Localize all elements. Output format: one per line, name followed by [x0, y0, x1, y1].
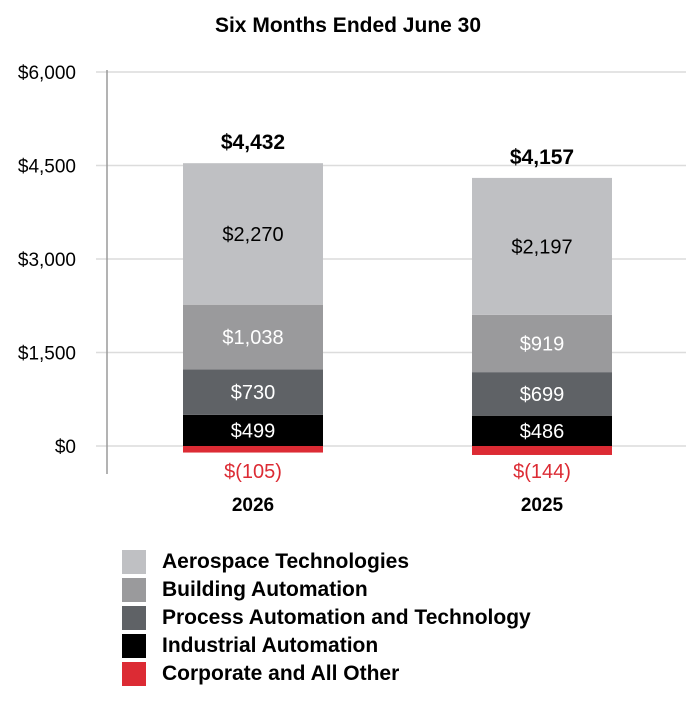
bar-segment — [183, 304, 323, 370]
y-tick-label: $0 — [55, 437, 76, 458]
bar-total-label: $4,432 — [221, 131, 285, 154]
y-tick-label: $1,500 — [18, 344, 76, 365]
y-tick-label: $4,500 — [18, 157, 76, 178]
segment-value-label: $1,038 — [222, 327, 283, 349]
legend-item-corporate: Corporate and All Other — [122, 660, 531, 688]
segment-value-label: $(144) — [513, 461, 571, 483]
bar-segment — [183, 369, 323, 415]
segment-value-label: $919 — [520, 333, 565, 355]
segment-value-label: $730 — [231, 382, 276, 404]
legend-swatch — [122, 606, 146, 630]
legend-label: Process Automation and Technology — [162, 606, 531, 629]
legend: Aerospace Technologies Building Automati… — [122, 548, 531, 688]
bar-segment — [472, 177, 612, 315]
legend-swatch — [122, 634, 146, 658]
legend-swatch — [122, 578, 146, 602]
segment-value-label: $2,270 — [222, 224, 283, 246]
segment-value-label: $699 — [520, 384, 565, 406]
legend-item-process: Process Automation and Technology — [122, 604, 531, 632]
legend-label: Aerospace Technologies — [162, 550, 410, 573]
x-category-label: 2025 — [521, 495, 564, 516]
bars — [183, 163, 612, 455]
legend-swatch — [122, 662, 146, 686]
data-labels: $(105) $499 $730 $1,038 $2,270 $4,432 2026 $(14… — [221, 131, 574, 516]
y-tick-label: $6,000 — [18, 63, 76, 84]
segment-value-label: $(105) — [224, 461, 282, 483]
legend-item-industrial: Industrial Automation — [122, 632, 531, 660]
bar-segment — [472, 446, 612, 455]
segment-value-label: $499 — [231, 420, 276, 442]
bar-segment — [472, 415, 612, 446]
bar-segment — [472, 314, 612, 373]
stacked-bar-chart: Six Months Ended June 30 $0 $1,500 $3,000 $… — [18, 14, 686, 516]
legend-label: Industrial Automation — [162, 634, 379, 657]
legend-label: Building Automation — [162, 578, 368, 601]
y-tick-label: $3,000 — [18, 250, 76, 271]
bar-segment — [183, 163, 323, 305]
bar-segment — [183, 446, 323, 453]
legend-label: Corporate and All Other — [162, 662, 400, 685]
x-category-label: 2026 — [232, 495, 274, 516]
segment-value-label: $486 — [520, 421, 565, 443]
bar-total-label: $4,157 — [510, 146, 574, 169]
bar-segment — [183, 414, 323, 446]
bar-segment — [472, 372, 612, 416]
segment-value-label: $2,197 — [511, 236, 572, 258]
legend-item-aerospace: Aerospace Technologies — [122, 548, 531, 576]
legend-swatch — [122, 550, 146, 574]
chart-title: Six Months Ended June 30 — [215, 14, 481, 37]
legend-item-building: Building Automation — [122, 576, 531, 604]
